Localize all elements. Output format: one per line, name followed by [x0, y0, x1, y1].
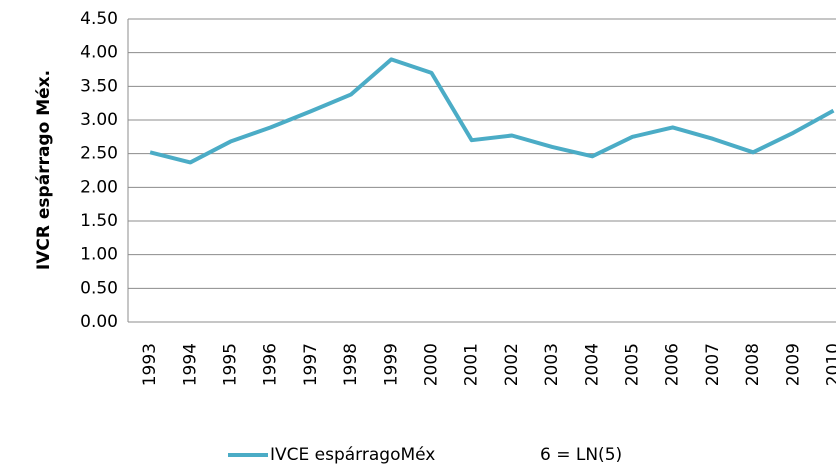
y-tick-label: 2.00	[80, 177, 118, 197]
y-tick-label: 2.50	[80, 144, 118, 164]
x-tick-label: 1994	[180, 343, 200, 386]
x-tick-label: 2006	[663, 343, 683, 386]
x-tick-label: 1996	[261, 343, 281, 386]
y-tick-label: 3.00	[80, 110, 118, 130]
legend-label: IVCE espárragoMéx	[270, 445, 435, 465]
y-tick-label: 1.50	[80, 211, 118, 231]
x-tick-label: 2010	[824, 343, 836, 386]
data-line	[149, 57, 835, 165]
x-tick-label: 2003	[542, 343, 562, 386]
x-tick-label: 1999	[381, 343, 401, 386]
y-tick-label: 4.50	[80, 9, 118, 29]
x-tick-label: 1997	[301, 343, 321, 386]
x-tick-label: 2002	[502, 343, 522, 386]
y-tick-label: 0.50	[80, 278, 118, 298]
x-tick-label: 1998	[341, 343, 361, 386]
y-tick-label: 0.00	[80, 312, 118, 332]
x-tick-label: 2005	[623, 343, 643, 386]
x-tick-label: 2000	[422, 343, 442, 386]
x-tick-label: 2001	[462, 343, 482, 386]
y-tick-label: 3.50	[80, 76, 118, 96]
x-tick-label: 2004	[582, 343, 602, 386]
x-tick-label: 2009	[783, 343, 803, 386]
x-tick-label: 1995	[221, 343, 241, 386]
legend-note: 6 = LN(5)	[540, 445, 622, 465]
y-axis-title: IVCR espárrago Méx.	[34, 70, 54, 270]
x-tick-label: 2008	[743, 343, 763, 386]
y-tick-label: 1.00	[80, 245, 118, 265]
x-tick-label: 1993	[140, 343, 160, 386]
x-tick-label: 2007	[703, 343, 723, 386]
y-tick-label: 4.00	[80, 43, 118, 63]
